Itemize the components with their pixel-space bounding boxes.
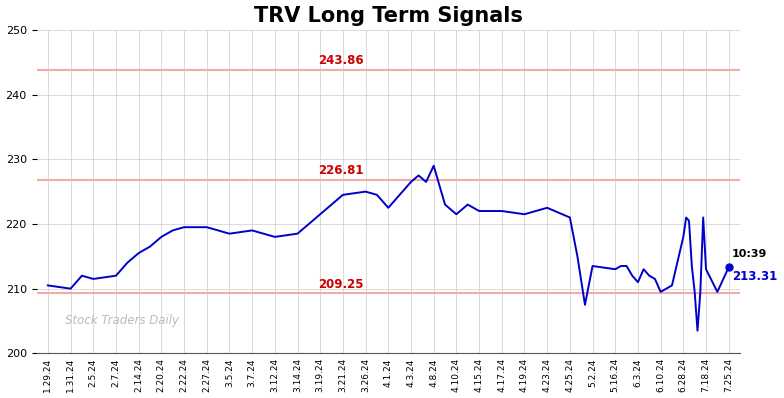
Title: TRV Long Term Signals: TRV Long Term Signals	[254, 6, 523, 25]
Text: 10:39: 10:39	[732, 250, 768, 259]
Text: Stock Traders Daily: Stock Traders Daily	[64, 314, 179, 328]
Text: 209.25: 209.25	[318, 278, 363, 291]
Point	[722, 264, 735, 270]
Text: 243.86: 243.86	[318, 54, 364, 67]
Text: 226.81: 226.81	[318, 164, 363, 178]
Text: 213.31: 213.31	[732, 271, 778, 283]
